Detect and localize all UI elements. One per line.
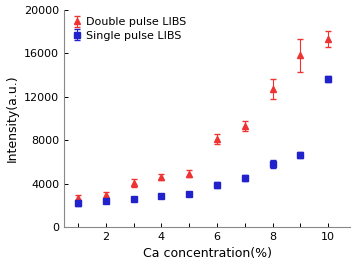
Y-axis label: Intensity(a.u.): Intensity(a.u.)	[6, 74, 19, 162]
Legend: Double pulse LIBS, Single pulse LIBS: Double pulse LIBS, Single pulse LIBS	[70, 15, 189, 43]
X-axis label: Ca concentration(%): Ca concentration(%)	[143, 247, 272, 260]
